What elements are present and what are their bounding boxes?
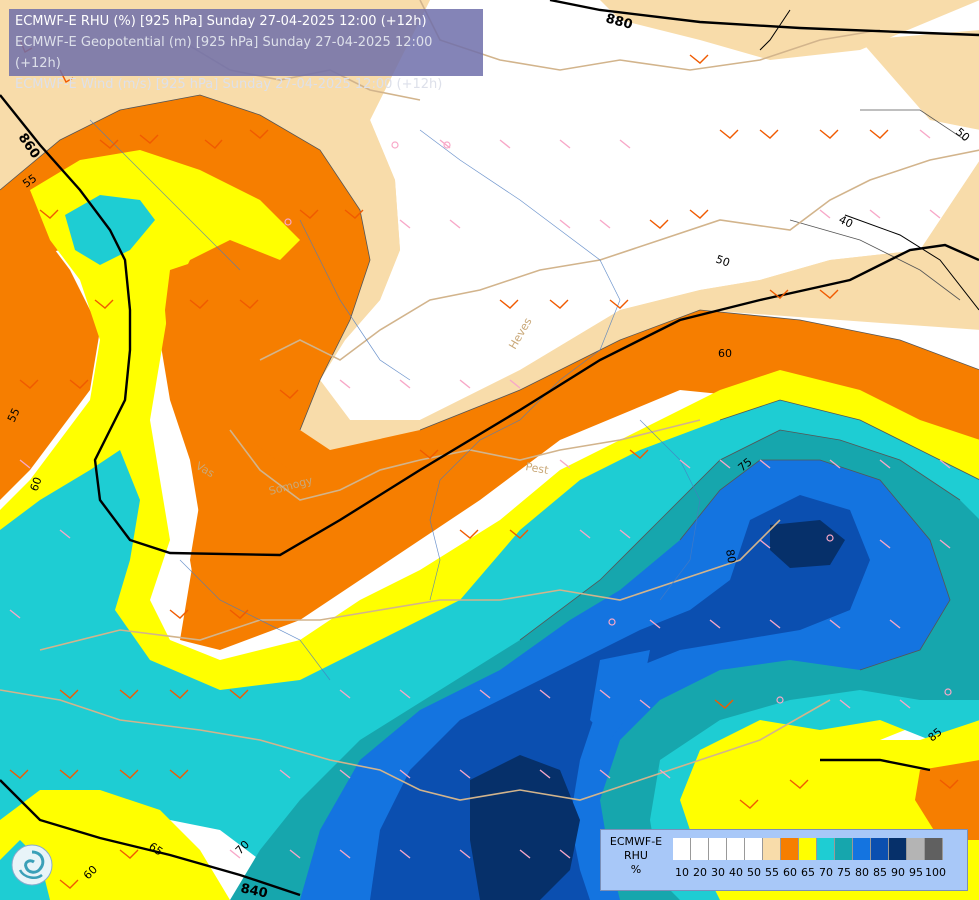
legend-tick-85: 85 — [873, 866, 887, 879]
legend-swatch-55 — [763, 838, 781, 860]
legend-swatch-65 — [799, 838, 817, 860]
legend-tick-80: 80 — [855, 866, 869, 879]
legend-swatch-75 — [835, 838, 853, 860]
title-wind: ECMWF-E Wind (m/s) [925 hPa] Sunday 27-0… — [15, 77, 443, 92]
legend-tick-90: 90 — [891, 866, 905, 879]
map-title-box: ECMWF-E RHU (%) [925 hPa] Sunday 27-04-2… — [9, 9, 483, 92]
legend-tick-55: 55 — [765, 866, 779, 879]
legend-swatch-10 — [673, 838, 691, 860]
legend-title-line2: RHU — [624, 849, 648, 862]
legend-tick-30: 30 — [711, 866, 725, 879]
legend-swatch-70 — [817, 838, 835, 860]
legend-tick-100: 100 — [925, 866, 946, 879]
legend-swatch-50 — [745, 838, 763, 860]
label-geopotential-840: 840 — [239, 881, 269, 900]
label-rh-50-b: 50 — [714, 253, 732, 270]
legend-title-line3: % — [630, 863, 642, 876]
place-label-pest: Pest — [524, 460, 550, 477]
legend-swatch-85 — [871, 838, 889, 860]
ecmwf-swirl-logo-icon — [11, 844, 53, 886]
legend-swatch-40 — [727, 838, 745, 860]
title-geopotential: ECMWF-E Geopotential (m) [925 hPa] Sunda… — [15, 35, 433, 71]
legend-tick-60: 60 — [783, 866, 797, 879]
legend-title-line1: ECMWF-E — [609, 835, 663, 848]
label-rh-40: 40 — [837, 213, 855, 231]
legend-tick-10: 10 — [675, 866, 689, 879]
rhu-legend: ECMWF-E RHU % 10 20 30 40 50 55 60 65 70 75 80 85 90… — [600, 829, 968, 891]
legend-tick-95: 95 — [909, 866, 923, 879]
legend-tick-70: 70 — [819, 866, 833, 879]
legend-swatch-60 — [781, 838, 799, 860]
legend-swatches — [673, 838, 943, 860]
legend-tick-20: 20 — [693, 866, 707, 879]
legend-swatch-90 — [889, 838, 907, 860]
legend-swatch-20 — [691, 838, 709, 860]
legend-swatch-95 — [907, 838, 925, 860]
legend-swatch-100 — [925, 838, 943, 860]
label-rh-55-b: 55 — [5, 406, 23, 424]
legend-swatch-30 — [709, 838, 727, 860]
label-rh-60-a: 60 — [28, 475, 45, 493]
legend-swatch-80 — [853, 838, 871, 860]
legend-ticks: 10 20 30 40 50 55 60 65 70 75 80 85 90 95 100 — [673, 866, 946, 879]
label-rh-80: 80 — [723, 548, 738, 564]
label-geopotential-880: 880 — [604, 11, 634, 33]
geopotential-880-contour — [549, 0, 979, 37]
legend-tick-40: 40 — [729, 866, 743, 879]
geopotential-840-contour — [0, 779, 301, 897]
legend-tick-65: 65 — [801, 866, 815, 879]
legend-tick-75: 75 — [837, 866, 851, 879]
legend-tick-50: 50 — [747, 866, 761, 879]
geopotential-860-contour — [0, 94, 979, 557]
label-rh-60-b: 60 — [718, 347, 732, 360]
title-rhu: ECMWF-E RHU (%) [925 hPa] Sunday 27-04-2… — [15, 14, 427, 29]
legend-title: ECMWF-E RHU % — [603, 835, 669, 877]
